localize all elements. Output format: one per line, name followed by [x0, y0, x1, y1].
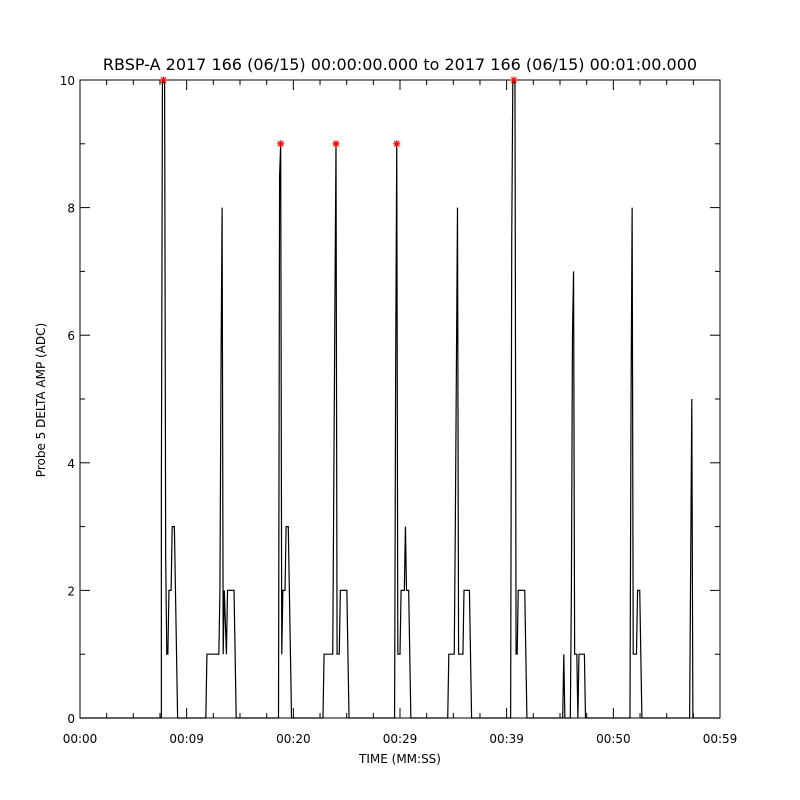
- peak-marker: [277, 140, 285, 148]
- series-layer: [80, 79, 720, 719]
- x-tick-label: 00:59: [703, 732, 738, 746]
- marker-layer: [160, 76, 518, 148]
- peak-marker-stroke: [160, 76, 167, 84]
- x-tick-label: 00:29: [383, 732, 418, 746]
- y-tick-label: 10: [60, 74, 75, 88]
- y-tick-label: 6: [67, 329, 75, 343]
- peak-marker-stroke: [332, 140, 340, 147]
- x-axis-label: TIME (MM:SS): [358, 752, 441, 766]
- y-axis-label: Probe 5 DELTA AMP (ADC): [34, 323, 48, 477]
- x-tick-label: 00:50: [596, 732, 631, 746]
- series-line: [80, 79, 720, 719]
- peak-marker: [510, 76, 518, 84]
- y-tick-label: 8: [67, 202, 75, 216]
- peak-marker-stroke: [393, 140, 400, 147]
- y-tick-label: 0: [67, 712, 75, 726]
- y-tick-label: 4: [67, 457, 75, 471]
- y-tick-label: 2: [67, 584, 75, 598]
- x-tick-label: 00:09: [169, 732, 204, 746]
- peak-marker: [160, 76, 168, 84]
- peak-marker: [393, 140, 401, 148]
- x-tick-label: 00:20: [276, 732, 311, 746]
- peak-marker: [332, 140, 340, 148]
- x-tick-label: 00:39: [489, 732, 524, 746]
- peak-marker-stroke: [510, 76, 517, 84]
- x-tick-label: 00:00: [63, 732, 98, 746]
- y-axis-ticks: 0 2 4 6 8 10: [60, 74, 720, 726]
- peak-marker-stroke: [277, 140, 284, 147]
- chart-title: RBSP-A 2017 166 (06/15) 00:00:00.000 to …: [103, 55, 697, 74]
- x-axis-ticks: 00:00 00:09 00:20 00:29 00:39 00:50 00:59: [63, 80, 738, 746]
